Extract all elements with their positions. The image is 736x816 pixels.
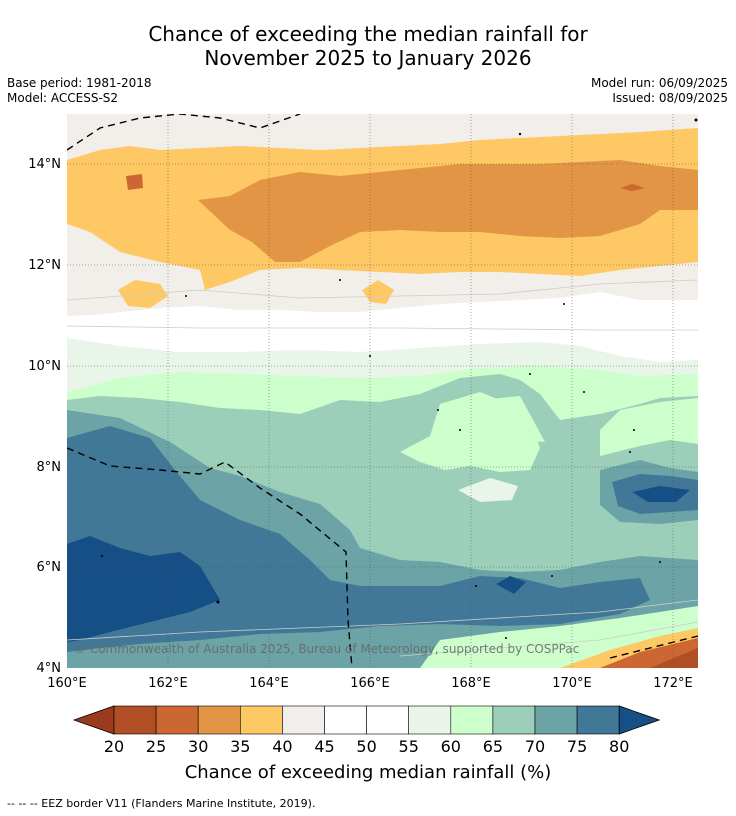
colorbar-label: 30 xyxy=(188,737,208,756)
field-band-85-2 xyxy=(496,576,526,594)
eez-border xyxy=(67,114,698,668)
colorbar-label: 70 xyxy=(525,737,545,756)
map-field xyxy=(67,114,698,668)
colorbar-segment xyxy=(492,705,536,735)
y-tick: 4°N xyxy=(37,661,62,676)
x-tick: 168°E xyxy=(451,676,491,691)
colorbar-segment xyxy=(240,705,283,735)
issued-date: Issued: 08/09/2025 xyxy=(612,91,728,105)
y-axis-ticks: 14°N 12°N 10°N 8°N 6°N 4°N xyxy=(28,157,61,676)
x-tick: 170°E xyxy=(552,676,592,691)
y-tick: 8°N xyxy=(37,460,62,475)
field-dry-3 xyxy=(650,648,698,668)
colorbar-segment xyxy=(282,705,325,735)
colorbar-label: 65 xyxy=(483,737,503,756)
colorbar-label: 40 xyxy=(272,737,292,756)
colorbar-segment xyxy=(408,705,452,735)
colorbar-segment xyxy=(155,705,199,735)
y-tick: 10°N xyxy=(28,359,61,374)
field-blob-4 xyxy=(620,184,645,191)
field-band-85 xyxy=(67,536,220,642)
colorbar-label: 80 xyxy=(609,737,629,756)
y-tick: 14°N xyxy=(28,157,61,172)
x-tick: 172°E xyxy=(653,676,693,691)
title-line-1: Chance of exceeding the median rainfall … xyxy=(148,22,588,46)
x-tick: 164°E xyxy=(249,676,289,691)
x-tick: 166°E xyxy=(350,676,390,691)
colorbar-label: 75 xyxy=(567,737,587,756)
colorbar-segment xyxy=(366,705,410,735)
x-axis-ticks: 160°E 162°E 164°E 166°E 168°E 170°E 172°… xyxy=(47,676,693,691)
chart-title: Chance of exceeding the median rainfall … xyxy=(0,22,736,70)
y-tick: 12°N xyxy=(28,258,61,273)
field-blob-3 xyxy=(126,174,143,190)
colorbar-segment xyxy=(450,705,494,735)
meta-right: Model run: 06/09/2025 Issued: 08/09/2025 xyxy=(591,76,728,106)
colorbar-label: 50 xyxy=(356,737,376,756)
copyright-text: © Commonwealth of Australia 2025, Bureau… xyxy=(74,642,579,656)
colorbar-label: 55 xyxy=(399,737,419,756)
model-run: Model run: 06/09/2025 xyxy=(590,76,728,90)
colorbar-label: 60 xyxy=(441,737,461,756)
colorbar-segment xyxy=(197,705,241,735)
base-period: Base period: 1981-2018 xyxy=(7,76,152,90)
colorbar-label: 35 xyxy=(230,737,250,756)
colorbar-label: 25 xyxy=(146,737,166,756)
colorbar-title: Chance of exceeding median rainfall (%) xyxy=(184,762,552,783)
x-tick: 160°E xyxy=(47,676,87,691)
gridlines xyxy=(67,114,698,668)
eez-legend: -- -- -- EEZ border V11 (Flanders Marine… xyxy=(7,797,316,810)
colorbar-arrow-high xyxy=(618,705,661,735)
colorbar-segment xyxy=(534,705,578,735)
colorbar: 20 25 30 35 40 45 50 55 60 65 70 75 80 xyxy=(72,705,661,756)
colorbar-arrow-low xyxy=(72,705,115,735)
field-hole-60 xyxy=(458,478,518,502)
colorbar-segment xyxy=(113,705,157,735)
field-band-35 xyxy=(198,160,698,262)
contour-lines xyxy=(67,279,698,657)
colorbar-segment xyxy=(576,705,620,735)
colorbar-label: 20 xyxy=(104,737,124,756)
colorbar-segment xyxy=(324,705,367,735)
field-band-85-ne xyxy=(632,486,690,502)
title-line-2: November 2025 to January 2026 xyxy=(204,46,532,70)
colorbar-label: 45 xyxy=(314,737,334,756)
field-hole-65b xyxy=(440,396,545,442)
x-tick: 162°E xyxy=(148,676,188,691)
y-tick: 6°N xyxy=(37,560,62,575)
islands xyxy=(101,118,698,639)
meta-left: Base period: 1981-2018 Model: ACCESS-S2 xyxy=(7,76,152,106)
field-green-ne xyxy=(600,398,698,456)
model-name: Model: ACCESS-S2 xyxy=(7,91,119,105)
